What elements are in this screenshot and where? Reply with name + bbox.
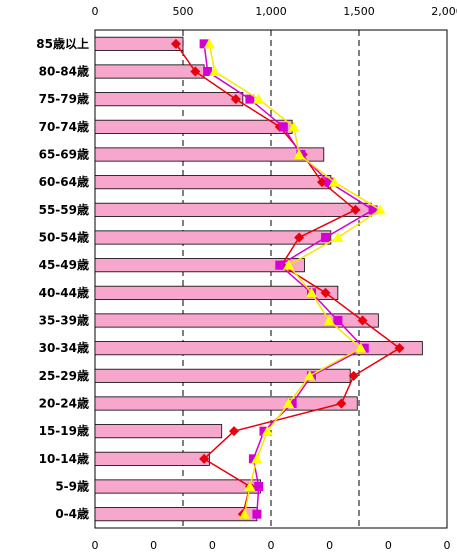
category-label: 75-79歳	[39, 91, 89, 106]
marker-triangle	[261, 425, 273, 436]
category-label: 50-54歳	[39, 230, 89, 245]
marker-diamond	[170, 38, 181, 49]
marker-triangle	[203, 38, 215, 49]
series-line-triangle	[208, 43, 382, 515]
marker-diamond	[394, 343, 405, 354]
bar	[94, 451, 210, 466]
bar	[94, 258, 305, 273]
top-tick-label: 500	[173, 5, 194, 18]
marker-diamond	[230, 94, 241, 105]
category-label: 20-24歳	[39, 396, 89, 411]
marker-triangle	[332, 232, 344, 242]
category-label: 85歳以上	[36, 36, 89, 51]
marker-triangle	[244, 481, 256, 491]
marker-triangle	[253, 93, 265, 104]
bar	[94, 202, 372, 217]
bar	[94, 175, 332, 190]
category-label: 10-14歳	[39, 451, 89, 466]
category-label: 70-74歳	[39, 119, 89, 134]
marker-triangle	[251, 453, 263, 464]
category-label: 25-29歳	[39, 368, 89, 383]
marker-diamond	[199, 453, 210, 464]
marker-square	[252, 509, 262, 519]
bar	[94, 507, 258, 522]
marker-square	[245, 94, 255, 104]
top-tick-label: 2,000	[431, 5, 457, 18]
category-label: 80-84歳	[39, 64, 89, 79]
bottom-tick-label: 0	[268, 539, 275, 552]
series-line-square	[203, 43, 375, 515]
marker-triangle	[323, 315, 335, 325]
category-label: 15-19歳	[39, 423, 89, 438]
bottom-tick-label: 0	[326, 539, 333, 552]
marker-diamond	[320, 287, 331, 298]
marker-square	[278, 122, 288, 132]
marker-diamond	[336, 398, 347, 409]
top-tick-label: 1,500	[343, 5, 375, 18]
marker-square	[368, 205, 378, 215]
marker-square	[199, 39, 209, 49]
marker-square	[321, 233, 331, 242]
marker-triangle	[209, 66, 221, 76]
marker-triangle	[304, 370, 316, 381]
marker-triangle	[328, 176, 340, 187]
top-tick-label: 0	[92, 5, 99, 18]
marker-diamond	[348, 370, 359, 381]
category-label: 65-69歳	[39, 147, 89, 162]
marker-square	[254, 482, 264, 491]
category-label: 60-64歳	[39, 174, 89, 189]
bar	[94, 36, 184, 51]
marker-square	[333, 316, 343, 325]
bar	[94, 341, 423, 356]
marker-triangle	[293, 149, 305, 159]
marker-triangle	[288, 121, 300, 132]
bar	[94, 92, 244, 107]
marker-diamond	[294, 232, 305, 243]
bar	[94, 64, 205, 79]
marker-triangle	[283, 259, 295, 270]
bottom-tick-label: 0	[209, 539, 216, 552]
bar	[94, 285, 339, 300]
category-label: 5-9歳	[55, 479, 89, 494]
bottom-tick-label: 0	[92, 539, 99, 552]
marker-square	[287, 399, 297, 408]
marker-square	[248, 454, 258, 464]
marker-square	[275, 260, 285, 270]
bottom-tick-label: 0	[385, 539, 392, 552]
marker-square	[259, 426, 269, 436]
marker-diamond	[317, 177, 328, 188]
top-tick-label: 1,000	[255, 5, 287, 18]
category-label: 30-34歳	[39, 340, 89, 355]
series-line-diamond	[175, 43, 401, 515]
marker-square	[359, 343, 369, 353]
category-label: 40-44歳	[39, 285, 89, 300]
bottom-tick-label: 0	[150, 539, 157, 552]
marker-triangle	[305, 287, 317, 298]
category-label: 55-59歳	[39, 202, 89, 217]
marker-triangle	[355, 342, 367, 353]
marker-diamond	[357, 315, 368, 326]
marker-triangle	[283, 398, 295, 408]
marker-diamond	[350, 204, 361, 215]
bar	[94, 147, 325, 162]
marker-triangle	[374, 204, 386, 215]
bottom-tick-label: 0	[444, 539, 451, 552]
marker-square	[203, 67, 213, 76]
marker-diamond	[190, 66, 201, 77]
bar	[94, 424, 223, 439]
marker-diamond	[229, 426, 240, 437]
bar	[94, 313, 379, 328]
marker-triangle	[239, 508, 251, 519]
category-label: 35-39歳	[39, 313, 89, 328]
category-label: 45-49歳	[39, 257, 89, 272]
category-label: 0-4歳	[55, 506, 89, 521]
bar	[94, 479, 261, 494]
bar	[94, 396, 358, 411]
bar	[94, 119, 293, 134]
marker-square	[324, 177, 334, 187]
bar	[94, 230, 332, 245]
